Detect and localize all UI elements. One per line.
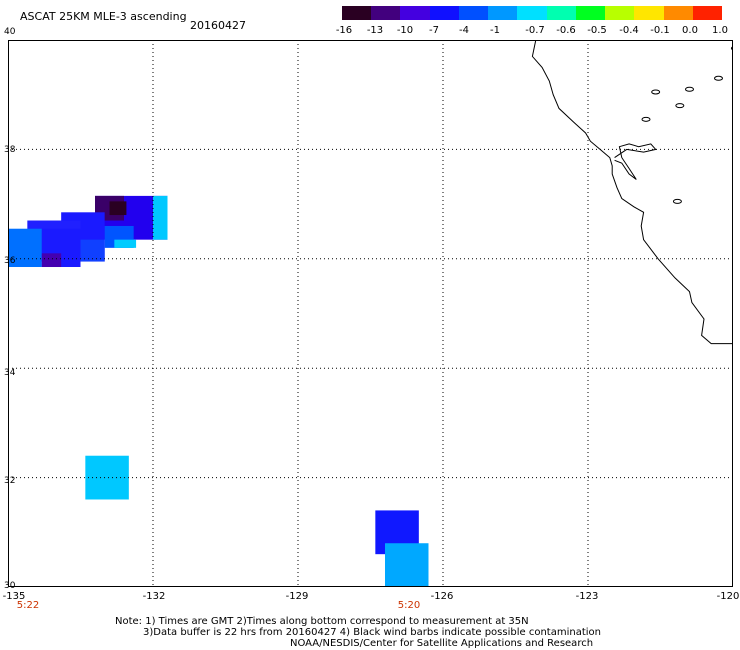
coastline-layer [531, 40, 733, 345]
lat-label: 38 [4, 145, 16, 155]
lake-or-island-outline [685, 86, 694, 92]
time-label: 5:20 [397, 600, 421, 611]
lake-or-island-outline [714, 75, 723, 81]
swath-layer [8, 195, 429, 587]
lat-label: 36 [4, 256, 16, 266]
colorbar-label: -1 [490, 25, 500, 36]
colorbar-label: -0.4 [619, 25, 639, 36]
colorbar [342, 6, 723, 20]
wind-cell [80, 239, 105, 262]
graticule [8, 40, 733, 587]
colorbar-swatch [634, 6, 664, 20]
lon-label: -129 [285, 591, 309, 602]
colorbar-swatch [692, 6, 723, 20]
wind-cell [41, 253, 62, 268]
colorbar-swatch [342, 6, 372, 20]
wind-cell [385, 543, 429, 587]
product-date: 20160427 [190, 19, 246, 32]
lat-label: 30 [4, 581, 16, 591]
san-francisco-bay [614, 143, 657, 180]
product-title: ASCAT 25KM MLE-3 ascending [20, 10, 187, 23]
wind-cell [8, 228, 42, 268]
lon-label: -135 [2, 591, 26, 602]
colorbar-swatch [400, 6, 430, 20]
lat-label: 32 [4, 476, 16, 486]
colorbar-swatch [458, 6, 489, 20]
colorbar-swatch [575, 6, 606, 20]
colorbar-swatch [517, 6, 547, 20]
colorbar-swatch [546, 6, 576, 20]
lon-label: -126 [430, 591, 454, 602]
lon-label: -123 [575, 591, 599, 602]
colorbar-swatch [605, 6, 635, 20]
lat-label: 40 [4, 27, 16, 37]
colorbar-swatch [371, 6, 401, 20]
colorbar-label: -13 [366, 25, 384, 36]
map-frame [8, 40, 733, 587]
colorbar-label: -10 [396, 25, 414, 36]
colorbar-label: 1.0 [712, 25, 728, 36]
lake-or-island-outline [672, 198, 682, 204]
colorbar-label: -4 [459, 25, 469, 36]
lon-label: -120 [716, 591, 740, 602]
lake-or-island-outline [651, 89, 661, 95]
wind-cell [114, 239, 137, 248]
colorbar-swatch [488, 6, 518, 20]
wind-cell [153, 195, 168, 240]
lat-label: 34 [4, 368, 16, 378]
coastline [531, 40, 733, 345]
wind-cell [109, 201, 127, 216]
colorbar-label: -0.1 [650, 25, 670, 36]
colorbar-swatch [429, 6, 459, 20]
colorbar-label: 0.0 [682, 25, 698, 36]
colorbar-label: -0.5 [587, 25, 607, 36]
lake-or-island-outline [730, 46, 733, 51]
note-line: Note: 1) Times are GMT 2)Times along bot… [115, 616, 529, 627]
wind-map [8, 40, 733, 587]
colorbar-label: -16 [335, 25, 353, 36]
colorbar-label: -0.6 [556, 25, 576, 36]
colorbar-swatch [663, 6, 693, 20]
wind-cell [85, 455, 129, 500]
lon-label: -132 [142, 591, 166, 602]
colorbar-label: -0.7 [525, 25, 545, 36]
lake-or-island-outline [675, 103, 685, 109]
colorbar-label: -7 [429, 25, 439, 36]
lake-or-island-outline [641, 116, 651, 122]
note-line: NOAA/NESDIS/Center for Satellite Applica… [290, 638, 594, 649]
note-line: 3)Data buffer is 22 hrs from 20160427 4)… [143, 627, 601, 638]
time-label: 5:22 [16, 600, 40, 611]
